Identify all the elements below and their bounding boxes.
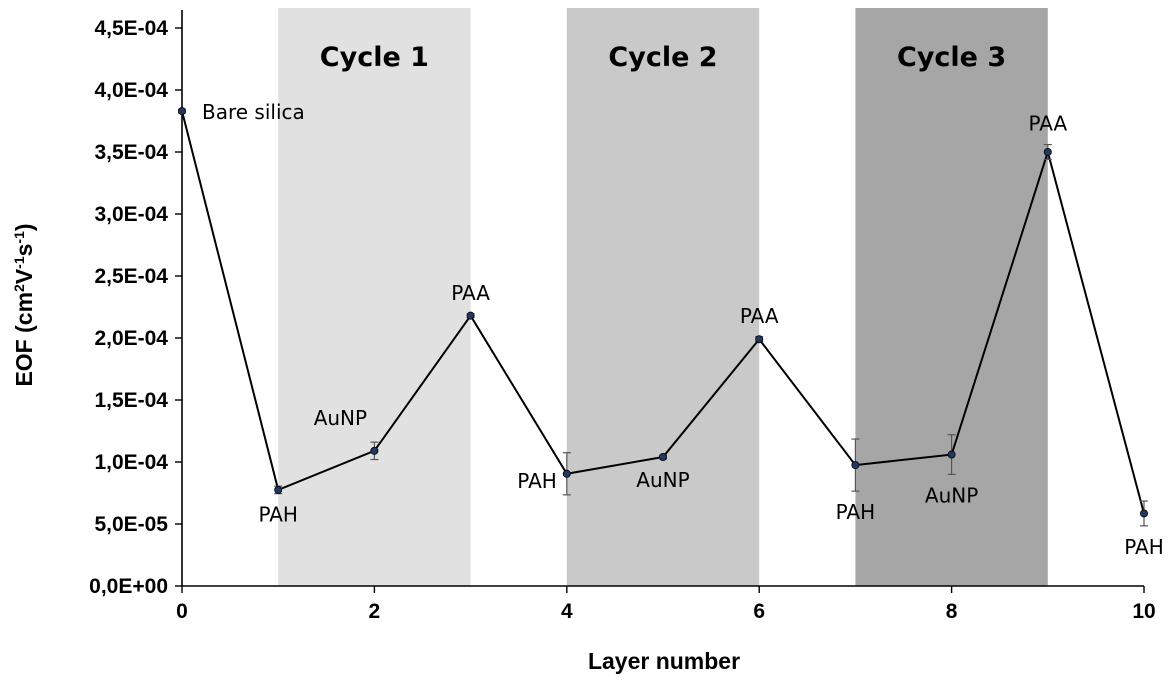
data-point [370,446,379,455]
data-point [1140,509,1149,518]
cycle-label-1: Cycle 1 [320,42,429,73]
axes: 0,0E+00 5,0E-05 1,0E-04 1,5E-04 2,0E-04 2,5E-… [89,10,1156,623]
y-tick-label: 4,0E-04 [94,79,168,102]
data-point [947,450,956,459]
x-tick-label: 4 [561,600,573,623]
data-point [1043,147,1052,156]
point-label: PAH [836,500,876,524]
data-point [659,453,668,462]
cycle-label-2: Cycle 2 [608,42,717,73]
cycle-region-1 [278,8,471,586]
data-point [466,311,475,320]
data-point [755,335,764,344]
y-tick-label: 2,0E-04 [94,327,168,350]
point-label: PAH [517,469,557,493]
x-tick-label: 8 [946,600,958,623]
point-label: PAH [258,503,298,527]
point-label: PAA [1028,112,1067,136]
x-tick-label: 10 [1132,600,1155,623]
cycle-region-3 [855,8,1048,586]
point-label: AuNP [314,406,367,430]
cycle-label-3: Cycle 3 [897,42,1006,73]
x-tick-label: 2 [369,600,381,623]
cycle-region-2 [566,8,760,586]
point-label: AuNP [925,483,978,507]
data-point [177,107,186,116]
x-tick-label: 0 [176,600,188,623]
y-tick-label: 1,5E-04 [94,389,168,412]
data-point [562,469,571,478]
data-point [851,461,860,470]
cycle-regions [278,8,1048,586]
y-tick-label: 2,5E-04 [94,265,168,288]
point-label: PAA [740,304,779,328]
point-label: PAH [1124,535,1164,559]
y-tick-label: 5,0E-05 [94,513,168,536]
y-tick-label: 3,0E-04 [94,203,168,226]
x-axis-title: Layer number [588,648,740,674]
y-tick-label: 1,0E-04 [94,451,168,474]
point-label: AuNP [636,468,689,492]
labels: Cycle 1 Cycle 2 Cycle 3 Bare silica PAH AuNP P… [202,42,1164,559]
y-axis-title: EOF (cm2V-1s-1) [11,223,37,386]
point-label: PAA [451,281,490,305]
series [177,107,1149,527]
y-tick-label: 0,0E+00 [89,575,168,598]
y-tick-label: 4,5E-04 [94,17,168,40]
y-tick-label: 3,5E-04 [94,141,168,164]
point-label: Bare silica [202,100,305,124]
x-tick-label: 6 [753,600,765,623]
data-point [274,485,283,494]
